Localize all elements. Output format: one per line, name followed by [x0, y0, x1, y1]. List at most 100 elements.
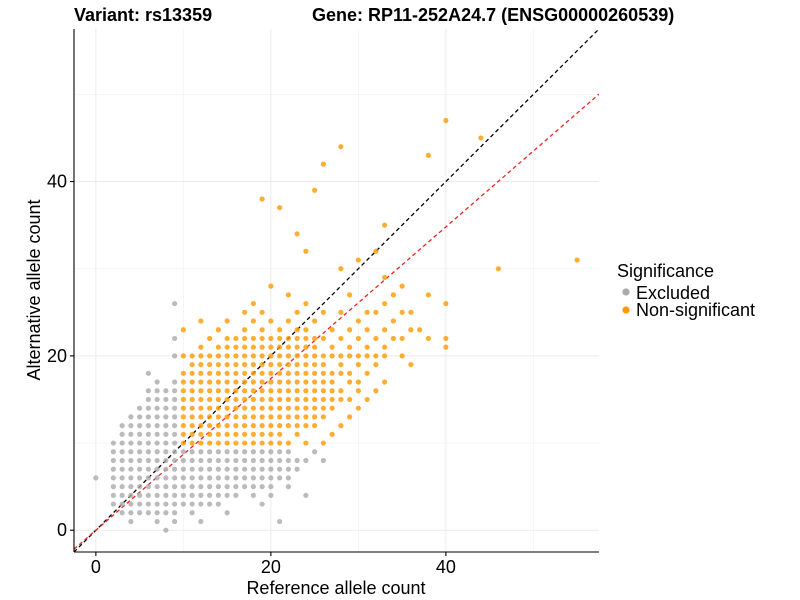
legend: Significance Excluded Non-significant: [617, 261, 755, 320]
data-point: [443, 335, 449, 342]
data-point: [145, 440, 151, 446]
data-point: [128, 414, 134, 420]
data-point: [172, 431, 178, 437]
data-point: [355, 353, 361, 359]
data-point: [128, 510, 134, 516]
data-point: [294, 353, 300, 359]
data-point: [443, 344, 449, 350]
data-point: [207, 379, 213, 385]
data-point: [355, 335, 361, 342]
data-point: [172, 353, 178, 359]
data-point: [320, 405, 326, 411]
data-point: [128, 457, 134, 464]
data-point: [347, 396, 353, 403]
data-point: [250, 449, 256, 455]
data-point: [285, 449, 291, 455]
data-point: [145, 475, 151, 481]
data-point: [277, 518, 283, 525]
data-point: [312, 335, 318, 342]
data-point: [198, 431, 204, 437]
data-point: [312, 353, 318, 359]
data-point: [207, 353, 213, 359]
data-point: [277, 370, 283, 376]
data-point: [285, 440, 291, 446]
data-point: [277, 414, 283, 420]
data-point: [215, 361, 221, 368]
legend-key-non-significant: [622, 306, 630, 314]
data-point: [119, 457, 125, 464]
data-point: [277, 335, 283, 342]
data-point: [277, 423, 283, 429]
data-point: [242, 370, 248, 376]
data-point: [119, 431, 125, 437]
data-point: [180, 379, 186, 385]
data-point: [207, 466, 213, 472]
data-point: [338, 266, 344, 272]
data-point: [154, 492, 160, 498]
data-point: [277, 327, 283, 333]
data-point: [425, 335, 431, 342]
data-point: [250, 466, 256, 472]
data-point: [338, 309, 344, 315]
data-point: [259, 335, 265, 342]
data-point: [207, 370, 213, 376]
axis-ticks: 0 20 40 0 20 40: [47, 172, 456, 577]
data-point: [233, 484, 239, 490]
data-point: [224, 475, 230, 481]
data-point: [268, 466, 274, 472]
points-layer: [93, 117, 580, 533]
data-point: [259, 501, 265, 507]
data-point: [242, 466, 248, 472]
data-point: [285, 379, 291, 385]
data-point: [224, 431, 230, 437]
data-point: [285, 484, 291, 490]
data-point: [303, 300, 309, 307]
data-point: [268, 370, 274, 376]
data-point: [294, 327, 300, 333]
data-point: [145, 492, 151, 498]
data-point: [277, 379, 283, 385]
data-point: [180, 501, 186, 507]
data-point: [382, 327, 388, 333]
data-point: [312, 361, 318, 368]
data-point: [277, 466, 283, 472]
data-point: [250, 318, 256, 324]
data-point: [215, 379, 221, 385]
data-point: [320, 414, 326, 420]
data-point: [417, 327, 423, 333]
data-point: [399, 353, 405, 359]
data-point: [215, 344, 221, 350]
data-point: [285, 388, 291, 394]
data-point: [215, 501, 221, 507]
data-point: [338, 423, 344, 429]
data-point: [189, 353, 195, 359]
data-point: [320, 161, 326, 167]
data-point: [242, 379, 248, 385]
data-point: [285, 423, 291, 429]
data-point: [408, 361, 414, 368]
data-point: [277, 353, 283, 359]
data-point: [215, 431, 221, 437]
data-point: [338, 353, 344, 359]
data-point: [277, 205, 283, 211]
data-point: [250, 484, 256, 490]
data-point: [373, 353, 379, 359]
data-point: [233, 335, 239, 342]
data-point: [338, 361, 344, 368]
data-point: [285, 466, 291, 472]
data-point: [268, 449, 274, 455]
data-point: [347, 292, 353, 298]
data-point: [303, 379, 309, 385]
data-point: [347, 353, 353, 359]
data-point: [163, 423, 169, 429]
data-point: [312, 344, 318, 350]
data-point: [294, 370, 300, 376]
data-point: [294, 457, 300, 464]
data-point: [250, 370, 256, 376]
data-point: [137, 501, 143, 507]
data-point: [233, 396, 239, 403]
data-point: [338, 388, 344, 394]
data-point: [303, 440, 309, 446]
data-point: [268, 379, 274, 385]
legend-key-excluded: [622, 288, 630, 296]
